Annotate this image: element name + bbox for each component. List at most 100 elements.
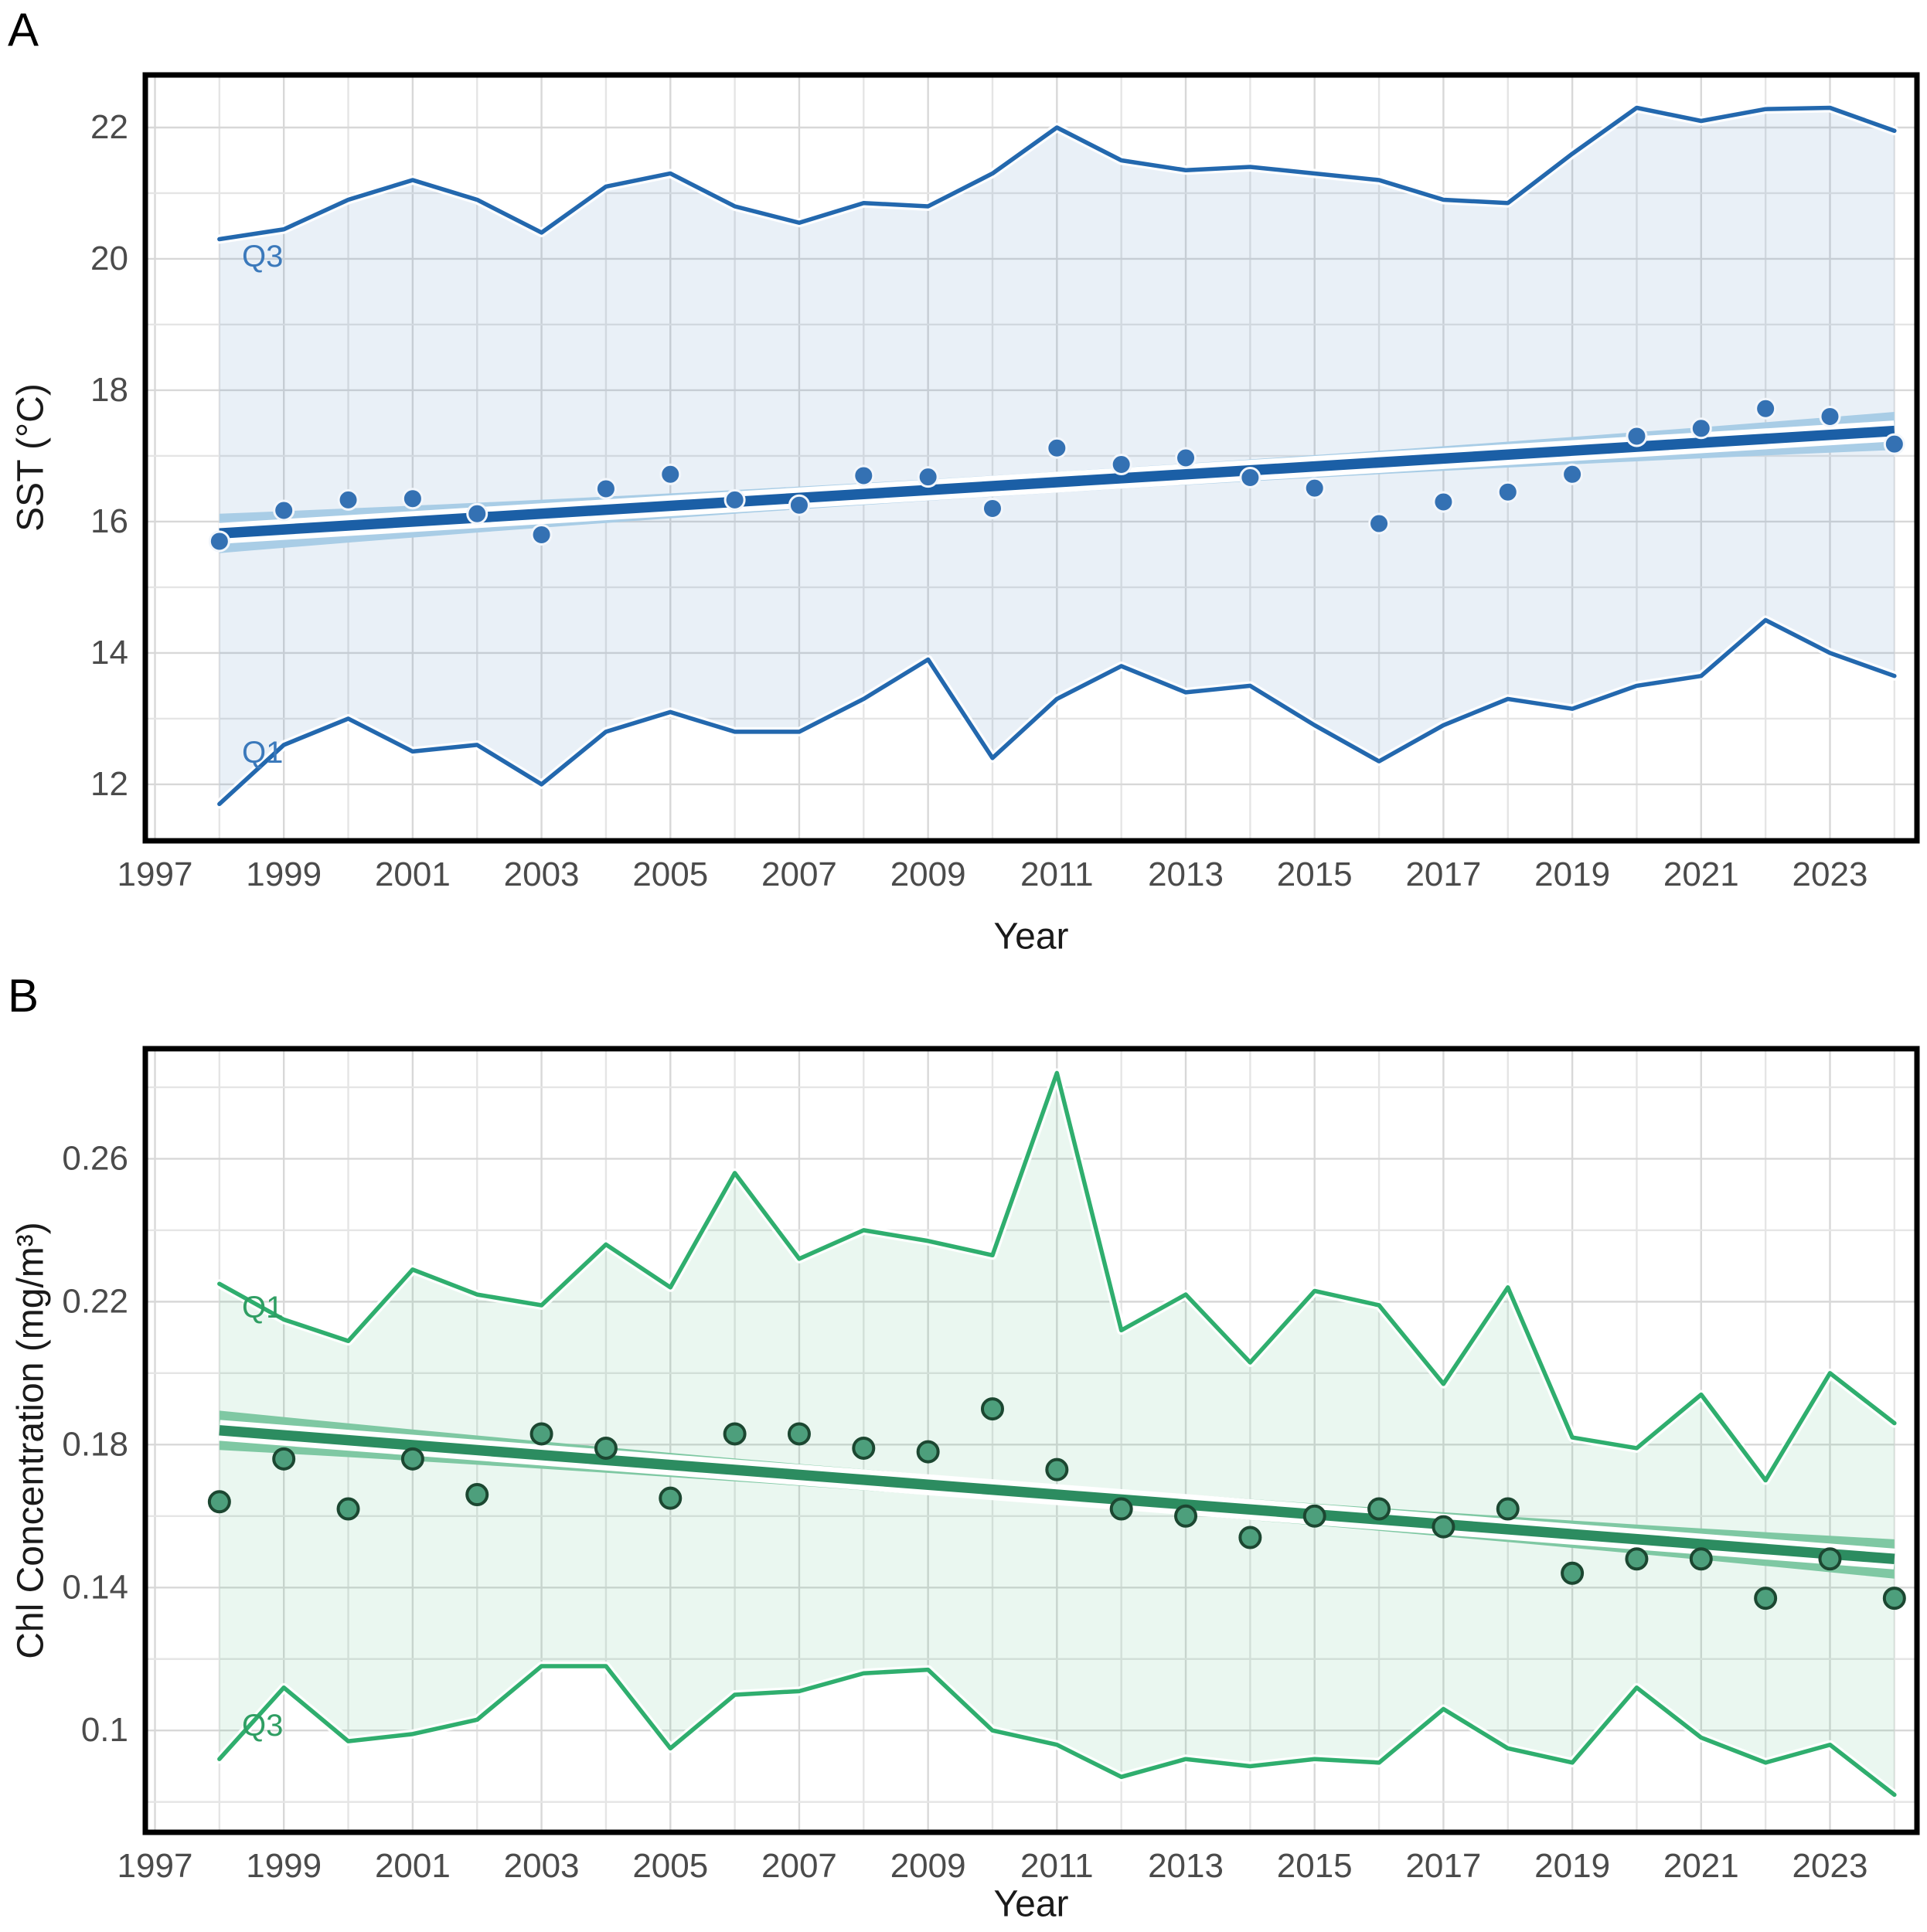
data-point xyxy=(1110,453,1132,475)
data-point xyxy=(401,488,424,510)
x-tick-label: 2015 xyxy=(1277,1847,1353,1885)
data-point xyxy=(1238,1526,1262,1549)
data-point xyxy=(208,530,230,553)
x-tick-label: 2001 xyxy=(375,855,451,893)
y-tick-label: 0.26 xyxy=(62,1139,128,1177)
y-tick-label: 0.1 xyxy=(81,1711,128,1749)
data-point xyxy=(1561,463,1584,485)
x-tick-label: 2005 xyxy=(632,1847,708,1885)
data-point xyxy=(337,488,359,511)
sst-x-axis-title: Year xyxy=(993,916,1069,957)
x-tick-label: 2013 xyxy=(1148,855,1224,893)
data-point xyxy=(788,494,810,516)
chl-x-axis-title: Year xyxy=(993,1883,1069,1925)
data-point xyxy=(466,502,489,525)
x-tick-label: 2001 xyxy=(375,1847,451,1885)
x-tick-label: 2003 xyxy=(504,1847,580,1885)
x-tick-label: 1999 xyxy=(246,855,322,893)
data-point xyxy=(1755,397,1777,420)
iqr-envelope xyxy=(219,1073,1895,1795)
data-point xyxy=(1367,1497,1391,1521)
lower-quartile-line xyxy=(217,1664,1897,1798)
data-point xyxy=(594,478,617,500)
x-tick-label: 2005 xyxy=(632,855,708,893)
lower-quartile-line xyxy=(217,617,1897,807)
data-point xyxy=(1303,477,1326,499)
x-tick-label: 2003 xyxy=(504,855,580,893)
y-tick-label: 14 xyxy=(90,634,128,672)
x-tick-label: 2007 xyxy=(761,1847,837,1885)
y-tick-label: 20 xyxy=(90,240,128,277)
data-point xyxy=(1046,437,1068,459)
quartile-annotation-q1: Q1 xyxy=(242,736,283,770)
data-point xyxy=(981,497,1003,519)
data-point xyxy=(1883,433,1905,455)
x-tick-label: 2011 xyxy=(1020,855,1094,893)
panel-b-label: B xyxy=(8,970,39,1022)
data-point xyxy=(659,463,682,485)
sst-chart: 12 14 16 18 20 22 1997 1999 2001 2003 2005 2007 2009… xyxy=(90,72,1920,893)
x-tick-label: 2017 xyxy=(1405,1847,1481,1885)
data-point xyxy=(787,1422,811,1446)
upper-quartile-line xyxy=(217,105,1897,242)
data-point xyxy=(1818,1547,1842,1571)
y-tick-label: 0.22 xyxy=(62,1282,128,1320)
data-point xyxy=(465,1483,489,1507)
x-tick-label: 2021 xyxy=(1663,1847,1739,1885)
x-tick-label: 2017 xyxy=(1405,855,1481,893)
x-tick-label: 1997 xyxy=(117,855,193,893)
data-point xyxy=(1561,1561,1585,1585)
panel-a-label: A xyxy=(8,4,39,56)
data-point xyxy=(1496,481,1519,503)
data-point xyxy=(1109,1497,1133,1521)
x-tick-label: 2009 xyxy=(890,1847,966,1885)
data-point xyxy=(1625,1547,1649,1571)
data-point xyxy=(1368,512,1391,535)
y-tick-label: 0.14 xyxy=(62,1568,128,1606)
data-point xyxy=(1174,1504,1198,1528)
data-point xyxy=(1690,417,1712,440)
data-point xyxy=(529,1422,553,1446)
quartile-annotation-q3: Q3 xyxy=(242,1709,283,1743)
data-point xyxy=(1239,466,1261,488)
data-point xyxy=(852,1436,876,1460)
x-tick-label: 2019 xyxy=(1534,1847,1610,1885)
quartile-annotation-q1: Q1 xyxy=(242,1291,283,1325)
trend-line xyxy=(219,1425,1895,1565)
data-point xyxy=(1689,1547,1713,1571)
data-point xyxy=(916,1440,940,1464)
data-point xyxy=(594,1436,618,1460)
x-tick-label: 2023 xyxy=(1793,1847,1868,1885)
data-point xyxy=(400,1447,424,1471)
x-tick-label: 2009 xyxy=(890,855,966,893)
data-point xyxy=(1626,425,1648,447)
x-tick-label: 2019 xyxy=(1534,855,1610,893)
x-tick-label: 2007 xyxy=(761,855,837,893)
data-point xyxy=(1175,447,1197,469)
data-point xyxy=(723,488,746,511)
y-tick-label: 18 xyxy=(90,371,128,409)
data-point xyxy=(659,1486,683,1510)
y-tick-label: 22 xyxy=(90,108,128,146)
data-point xyxy=(917,466,939,488)
data-point xyxy=(273,499,295,522)
plot-frame xyxy=(142,1046,1920,1835)
data-point xyxy=(980,1397,1004,1421)
data-point xyxy=(1819,405,1841,427)
plot-frame xyxy=(142,72,1920,844)
data-point xyxy=(1754,1587,1778,1611)
x-tick-label: 1999 xyxy=(246,1847,322,1885)
data-point xyxy=(1882,1587,1906,1611)
data-point xyxy=(272,1447,296,1471)
data-point xyxy=(1496,1497,1520,1521)
x-tick-label: 2013 xyxy=(1148,1847,1224,1885)
trend-line xyxy=(219,425,1895,539)
data-point xyxy=(1045,1458,1069,1481)
data-point xyxy=(853,464,875,487)
y-tick-label: 0.18 xyxy=(62,1425,128,1463)
data-point xyxy=(1302,1504,1326,1528)
data-point xyxy=(1432,1515,1455,1539)
data-point xyxy=(207,1490,231,1514)
chl-chart: 0.1 0.14 0.18 0.22 0.26 1997 1999 2001 2003 2005 2… xyxy=(62,1046,1920,1885)
y-tick-label: 16 xyxy=(90,502,128,540)
